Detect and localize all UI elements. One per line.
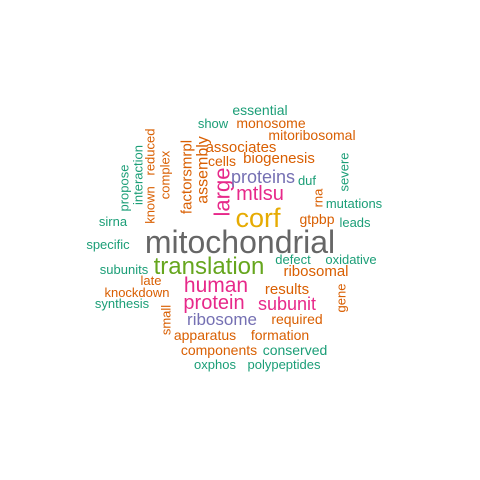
word-late: late <box>141 273 162 288</box>
word-mitoribosomal: mitoribosomal <box>268 127 355 143</box>
word-corf: corf <box>235 203 281 233</box>
word-synthesis: synthesis <box>95 296 150 311</box>
word-sirna: sirna <box>99 214 128 229</box>
word-gtpbp: gtpbp <box>299 211 334 227</box>
word-formation: formation <box>251 327 309 343</box>
word-subunit: subunit <box>258 294 316 314</box>
word-reduced: reduced <box>143 129 158 176</box>
word-interaction: interaction <box>131 145 146 205</box>
word-human: human <box>184 274 248 297</box>
word-show: show <box>198 116 229 131</box>
word-ribosomal: ribosomal <box>283 263 348 280</box>
word-rna: rna <box>311 188 326 208</box>
word-large: large <box>210 168 235 217</box>
word-cells: cells <box>208 153 236 169</box>
word-oxidative: oxidative <box>325 252 376 267</box>
word-proteins: proteins <box>231 167 295 187</box>
word-oxphos: oxphos <box>194 357 236 372</box>
word-mutations: mutations <box>326 196 383 211</box>
word-subunits: subunits <box>100 262 149 277</box>
word-results: results <box>265 281 309 298</box>
word-associates: associates <box>206 139 277 156</box>
word-monosome: monosome <box>236 115 305 131</box>
word-mitochondrial: mitochondrial <box>145 224 335 260</box>
word-gene: gene <box>334 284 349 313</box>
word-mtlsu: mtlsu <box>236 183 284 205</box>
word-knockdown: knockdown <box>104 285 169 300</box>
word-assembly: assembly <box>195 136 212 204</box>
word-polypeptides: polypeptides <box>248 357 321 372</box>
word-complex: complex <box>158 150 173 199</box>
word-biogenesis: biogenesis <box>243 150 315 167</box>
word-severe: severe <box>337 152 352 191</box>
word-required: required <box>271 311 322 327</box>
word-defect: defect <box>275 252 311 267</box>
word-apparatus: apparatus <box>174 327 236 343</box>
word-factorsmrpl: factorsmrpl <box>179 140 196 214</box>
word-known: known <box>143 186 158 224</box>
word-protein: protein <box>183 292 244 314</box>
word-essential: essential <box>232 102 287 118</box>
word-conserved: conserved <box>263 342 328 358</box>
word-specific: specific <box>86 237 130 252</box>
word-propose: propose <box>117 165 132 212</box>
word-small: small <box>159 305 174 335</box>
word-components: components <box>181 342 257 358</box>
word-duf: duf <box>298 173 316 188</box>
word-translation: translation <box>154 253 265 280</box>
word-leads: leads <box>339 215 371 230</box>
word-ribosome: ribosome <box>187 310 257 329</box>
